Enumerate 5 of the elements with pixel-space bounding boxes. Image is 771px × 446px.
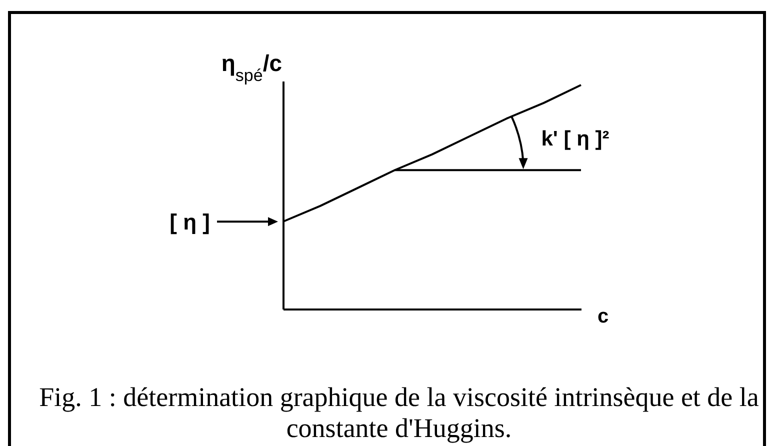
y-axis-title: η$_{spé}$/c xyxy=(221,50,282,84)
annotation: k' [ η ]² xyxy=(541,126,610,150)
text: [ η ] xyxy=(170,209,210,234)
caption: Fig. 1 : détermination graphique de la viscosité intrinsèque et de la constante d'Huggins. xyxy=(38,382,760,444)
x-axis-title: c xyxy=(598,306,609,328)
